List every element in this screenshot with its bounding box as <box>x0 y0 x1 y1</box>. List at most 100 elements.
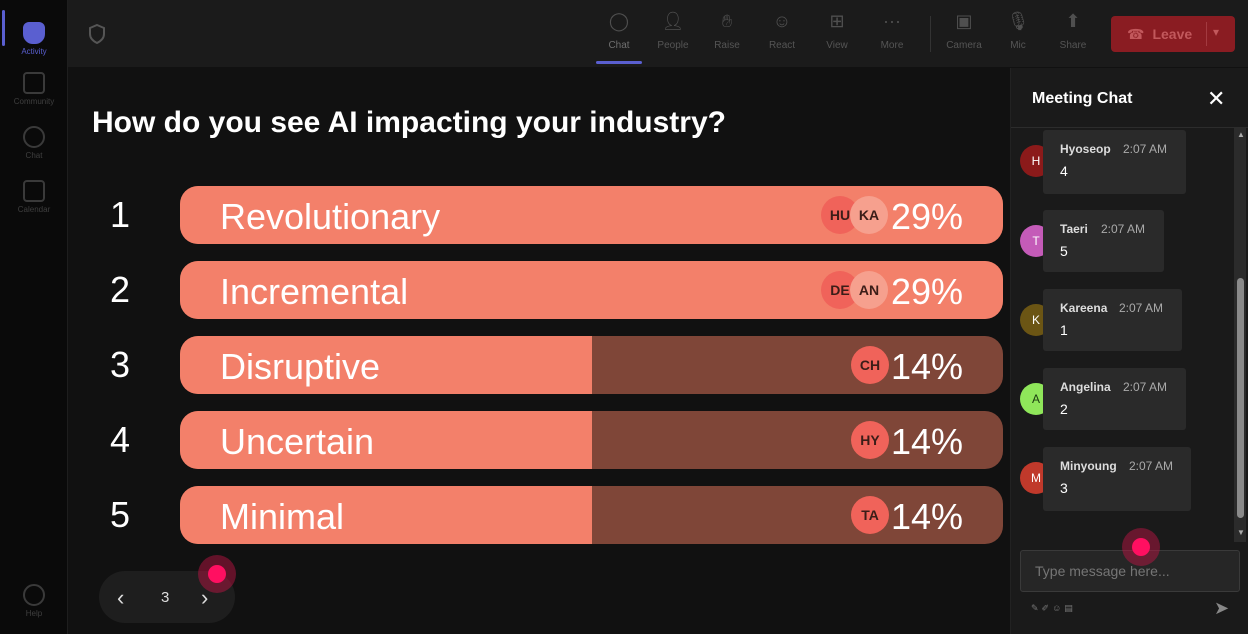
chat-message[interactable]: Angelina 2:07 AM 2 <box>1043 368 1186 430</box>
message-sender: Kareena <box>1060 301 1108 315</box>
compose-tools[interactable]: ✎✐☺▤ <box>1031 603 1076 613</box>
voter-avatar: TA <box>851 496 889 534</box>
option-number: 5 <box>109 494 131 535</box>
share-button[interactable]: ⬆ Share <box>1048 10 1098 60</box>
mic-button[interactable]: 🎙︎ Mic <box>993 10 1043 60</box>
poll-option-percent: 14% <box>890 346 963 387</box>
rail-item-label: Chat <box>25 151 43 160</box>
chat-message[interactable]: Minyoung 2:07 AM 3 <box>1043 447 1191 511</box>
send-icon[interactable]: ➤ <box>1214 598 1230 618</box>
more-button[interactable]: ··· More <box>867 10 917 60</box>
rail-item-label: Calendar <box>17 205 51 214</box>
meeting-chat-panel: Meeting Chat ✕ H Hyoseop 2:07 AM 4 T Taeri 2:0… <box>1010 68 1248 634</box>
active-tab-indicator <box>596 61 642 64</box>
message-text: 3 <box>1060 480 1068 496</box>
share-button-label: Share <box>1059 40 1087 51</box>
chat-message[interactable]: Hyoseop 2:07 AM 4 <box>1043 130 1186 194</box>
message-list: H Hyoseop 2:07 AM 4 T Taeri 2:07 AM 5 K Kareena 2:… <box>1011 128 1233 548</box>
rail-item-label: Community <box>13 97 55 106</box>
option-number: 2 <box>109 269 131 310</box>
option-number: 1 <box>109 194 131 235</box>
meeting-toolbar: ◯ Chat 👤︎ People ✋︎ Raise ☺ React ⊞ View… <box>68 0 1248 68</box>
rail-item-calendar[interactable]: Calendar <box>0 170 68 224</box>
rail-item-help[interactable]: Help <box>0 574 68 628</box>
message-text: 1 <box>1060 322 1068 338</box>
poll-option-bar[interactable]: Disruptive CH 14% <box>180 336 1003 394</box>
hang-up-icon: ☎ <box>1127 25 1145 42</box>
shield-icon[interactable] <box>88 24 106 44</box>
share-icon: ⬆ <box>1065 10 1081 31</box>
chevron-down-icon[interactable]: ▾ <box>1213 25 1220 39</box>
people-button[interactable]: 👤︎ People <box>648 10 698 60</box>
rail-item-community[interactable]: Community <box>0 62 68 116</box>
chat-message[interactable]: Taeri 2:07 AM 5 <box>1043 210 1164 272</box>
chat-divider <box>1011 127 1248 128</box>
view-button-label: View <box>826 40 848 51</box>
message-sender: Minyoung <box>1060 459 1117 473</box>
react-button-label: React <box>768 40 796 51</box>
avatar-initial: T <box>1032 234 1040 248</box>
more-icon: ··· <box>883 10 901 31</box>
chat-scrollbar[interactable]: ▲ ▼ <box>1234 128 1246 542</box>
app-rail: Activity Community Chat Calendar Help <box>0 0 68 634</box>
mic-icon: 🎙︎ <box>1006 10 1030 31</box>
poll-option-fill <box>180 336 592 394</box>
poll-option-bar[interactable]: Revolutionary HU KA 29% <box>180 186 1003 244</box>
camera-button-label: Camera <box>946 40 982 51</box>
poll-option-label: Disruptive <box>220 346 381 387</box>
rail-item-label: Activity <box>21 47 47 56</box>
poll-option-percent: 29% <box>890 271 963 312</box>
raise-hand-button[interactable]: ✋︎ Raise <box>702 10 752 60</box>
close-icon[interactable]: ✕ <box>1207 86 1226 111</box>
poll-option-bar[interactable]: Uncertain HY 14% <box>180 411 1003 469</box>
message-text: 2 <box>1060 401 1068 417</box>
message-timestamp: 2:07 AM <box>1119 301 1164 315</box>
camera-off-icon: ▣ <box>955 10 973 31</box>
poll-option-label: Minimal <box>220 496 345 537</box>
poll-option-fill <box>180 411 592 469</box>
toolbar-divider <box>930 16 931 52</box>
calendar-icon <box>23 180 45 202</box>
chat-title: Meeting Chat <box>1032 90 1133 107</box>
rail-item-chat[interactable]: Chat <box>0 116 68 170</box>
message-input[interactable] <box>1020 550 1240 592</box>
voter-avatar: KA <box>850 196 888 234</box>
message-timestamp: 2:07 AM <box>1123 380 1168 394</box>
poll-option-bar[interactable]: Incremental DE AN 29% <box>180 261 1003 319</box>
chevron-left-icon[interactable]: ‹ <box>117 585 125 610</box>
leave-button[interactable]: ☎ Leave ▾ <box>1111 16 1235 52</box>
message-text: 4 <box>1060 163 1068 179</box>
page-number: 3 <box>161 589 170 606</box>
poll-option-label: Revolutionary <box>220 196 441 237</box>
poll-option-label: Incremental <box>220 271 409 312</box>
scroll-down-icon[interactable]: ▼ <box>1237 528 1245 537</box>
poll-option-label: Uncertain <box>220 421 375 462</box>
voter-avatar: HY <box>851 421 889 459</box>
rail-active-indicator <box>2 10 5 46</box>
camera-button[interactable]: ▣ Camera <box>939 10 989 60</box>
leave-label: Leave <box>1152 26 1193 42</box>
view-button[interactable]: ⊞ View <box>812 10 862 60</box>
chevron-right-icon[interactable]: › <box>201 585 209 610</box>
raise-button-label: Raise <box>714 40 740 51</box>
scrollbar-thumb[interactable] <box>1237 278 1244 518</box>
avatar-initial: H <box>1031 154 1041 168</box>
chat-button[interactable]: ◯ Chat <box>594 10 644 60</box>
poll-option-percent: 14% <box>890 496 963 537</box>
chat-message[interactable]: Kareena 2:07 AM 1 <box>1043 289 1182 351</box>
mic-button-label: Mic <box>1010 40 1026 51</box>
message-timestamp: 2:07 AM <box>1129 459 1174 473</box>
chat-icon: ◯ <box>608 10 630 31</box>
chat-button-label: Chat <box>608 40 630 51</box>
rail-item-activity[interactable]: Activity <box>0 12 68 66</box>
poll-option-bar[interactable]: Minimal TA 14% <box>180 486 1003 544</box>
message-sender: Taeri <box>1060 222 1088 236</box>
message-text: 5 <box>1060 243 1068 259</box>
smiley-icon: ☺ <box>772 10 792 31</box>
scroll-up-icon[interactable]: ▲ <box>1237 130 1245 139</box>
option-number: 4 <box>109 419 131 460</box>
react-button[interactable]: ☺ React <box>757 10 807 60</box>
poll-question: How do you see AI impacting your industr… <box>92 106 726 139</box>
message-sender: Hyoseop <box>1060 142 1111 156</box>
option-number: 3 <box>109 344 131 385</box>
